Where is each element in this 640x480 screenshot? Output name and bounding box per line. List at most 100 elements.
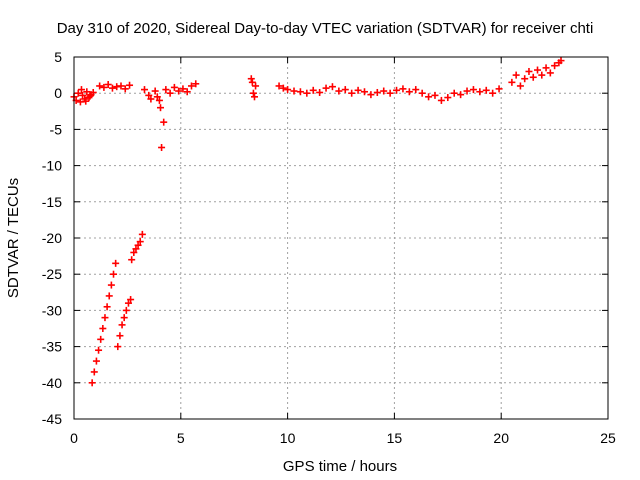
data-point <box>290 87 298 95</box>
data-point <box>116 332 124 340</box>
data-point <box>247 75 255 83</box>
data-point <box>284 86 292 94</box>
x-tick-label: 20 <box>493 430 509 446</box>
data-point <box>322 84 330 92</box>
data-point <box>105 292 113 300</box>
data-point <box>92 357 100 365</box>
data-point <box>489 89 497 97</box>
data-point <box>162 86 170 94</box>
data-point <box>117 82 125 90</box>
y-tick-label: -15 <box>42 194 62 210</box>
data-point <box>136 238 144 246</box>
data-point <box>120 314 128 322</box>
data-point <box>153 93 161 101</box>
data-point <box>529 73 537 81</box>
data-point <box>157 104 165 112</box>
data-point <box>158 144 166 151</box>
data-point <box>126 81 134 89</box>
y-tick-label: -10 <box>42 158 62 174</box>
data-point <box>534 66 542 74</box>
data-points <box>70 57 565 387</box>
x-tick-label: 10 <box>280 430 296 446</box>
data-point <box>335 87 343 95</box>
data-point <box>348 89 356 97</box>
data-point <box>495 85 503 93</box>
data-point <box>538 71 546 79</box>
y-tick-label: -30 <box>42 302 62 318</box>
y-tick-label: -5 <box>50 121 63 137</box>
data-point <box>166 89 174 97</box>
data-point <box>108 84 116 92</box>
data-point <box>457 91 465 99</box>
data-point <box>512 71 520 79</box>
data-point <box>101 314 109 322</box>
data-point <box>112 259 120 267</box>
data-point <box>542 64 550 72</box>
data-point <box>476 88 484 96</box>
data-point <box>360 88 368 96</box>
data-point <box>444 94 452 102</box>
data-point <box>130 248 138 256</box>
data-point <box>95 346 103 354</box>
data-point <box>279 84 287 92</box>
data-point <box>175 87 183 95</box>
data-point <box>380 87 388 95</box>
chart-title: Day 310 of 2020, Sidereal Day-to-day VTE… <box>57 20 594 37</box>
data-point <box>393 86 401 94</box>
data-point <box>121 85 129 93</box>
data-point <box>97 335 105 343</box>
data-point <box>373 88 381 96</box>
x-axis-label: GPS time / hours <box>283 458 397 475</box>
y-tick-label: 5 <box>54 49 62 65</box>
data-point <box>508 78 516 86</box>
data-point <box>525 67 533 75</box>
y-axis-label: SDTVAR / TECUs <box>5 178 22 298</box>
data-point <box>138 230 146 238</box>
data-point <box>124 299 132 307</box>
data-point <box>521 75 529 83</box>
tick-labels: 0 5 10 15 20 25 5 0 -5 -10 -15 -20 -25 -30 -35 -40 -45 <box>42 49 616 446</box>
data-point <box>114 343 122 351</box>
data-point <box>367 91 375 99</box>
data-point <box>296 88 304 96</box>
x-tick-label: 5 <box>177 430 185 446</box>
data-point <box>249 89 257 97</box>
data-point <box>463 87 471 95</box>
data-point <box>469 86 477 94</box>
data-point <box>99 325 107 332</box>
data-point <box>412 86 420 94</box>
data-point <box>151 87 159 95</box>
data-point <box>104 81 112 89</box>
data-point <box>303 89 311 97</box>
data-point <box>516 82 524 90</box>
data-point <box>96 82 104 90</box>
data-point <box>128 256 136 264</box>
data-point <box>431 91 439 99</box>
data-point <box>399 85 407 93</box>
data-point <box>546 69 554 77</box>
data-point <box>110 270 118 278</box>
data-point <box>100 83 108 91</box>
y-tick-label: -20 <box>42 230 62 246</box>
data-point <box>103 303 111 311</box>
data-point <box>328 83 336 91</box>
data-point <box>192 80 200 88</box>
data-point <box>405 88 413 96</box>
data-point <box>83 88 91 96</box>
data-point <box>170 83 178 91</box>
data-point <box>248 78 256 86</box>
data-point <box>77 86 85 94</box>
data-point <box>145 91 153 99</box>
data-point <box>557 57 565 65</box>
y-tick-label: -35 <box>42 339 62 355</box>
data-point <box>316 88 324 96</box>
data-point <box>90 368 98 376</box>
data-point <box>418 89 426 97</box>
data-point <box>187 82 195 90</box>
data-point <box>275 82 283 90</box>
y-tick-label: 0 <box>54 85 62 101</box>
data-point <box>354 86 362 94</box>
data-point <box>179 85 187 93</box>
y-tick-label: -25 <box>42 266 62 282</box>
data-point <box>140 86 148 94</box>
